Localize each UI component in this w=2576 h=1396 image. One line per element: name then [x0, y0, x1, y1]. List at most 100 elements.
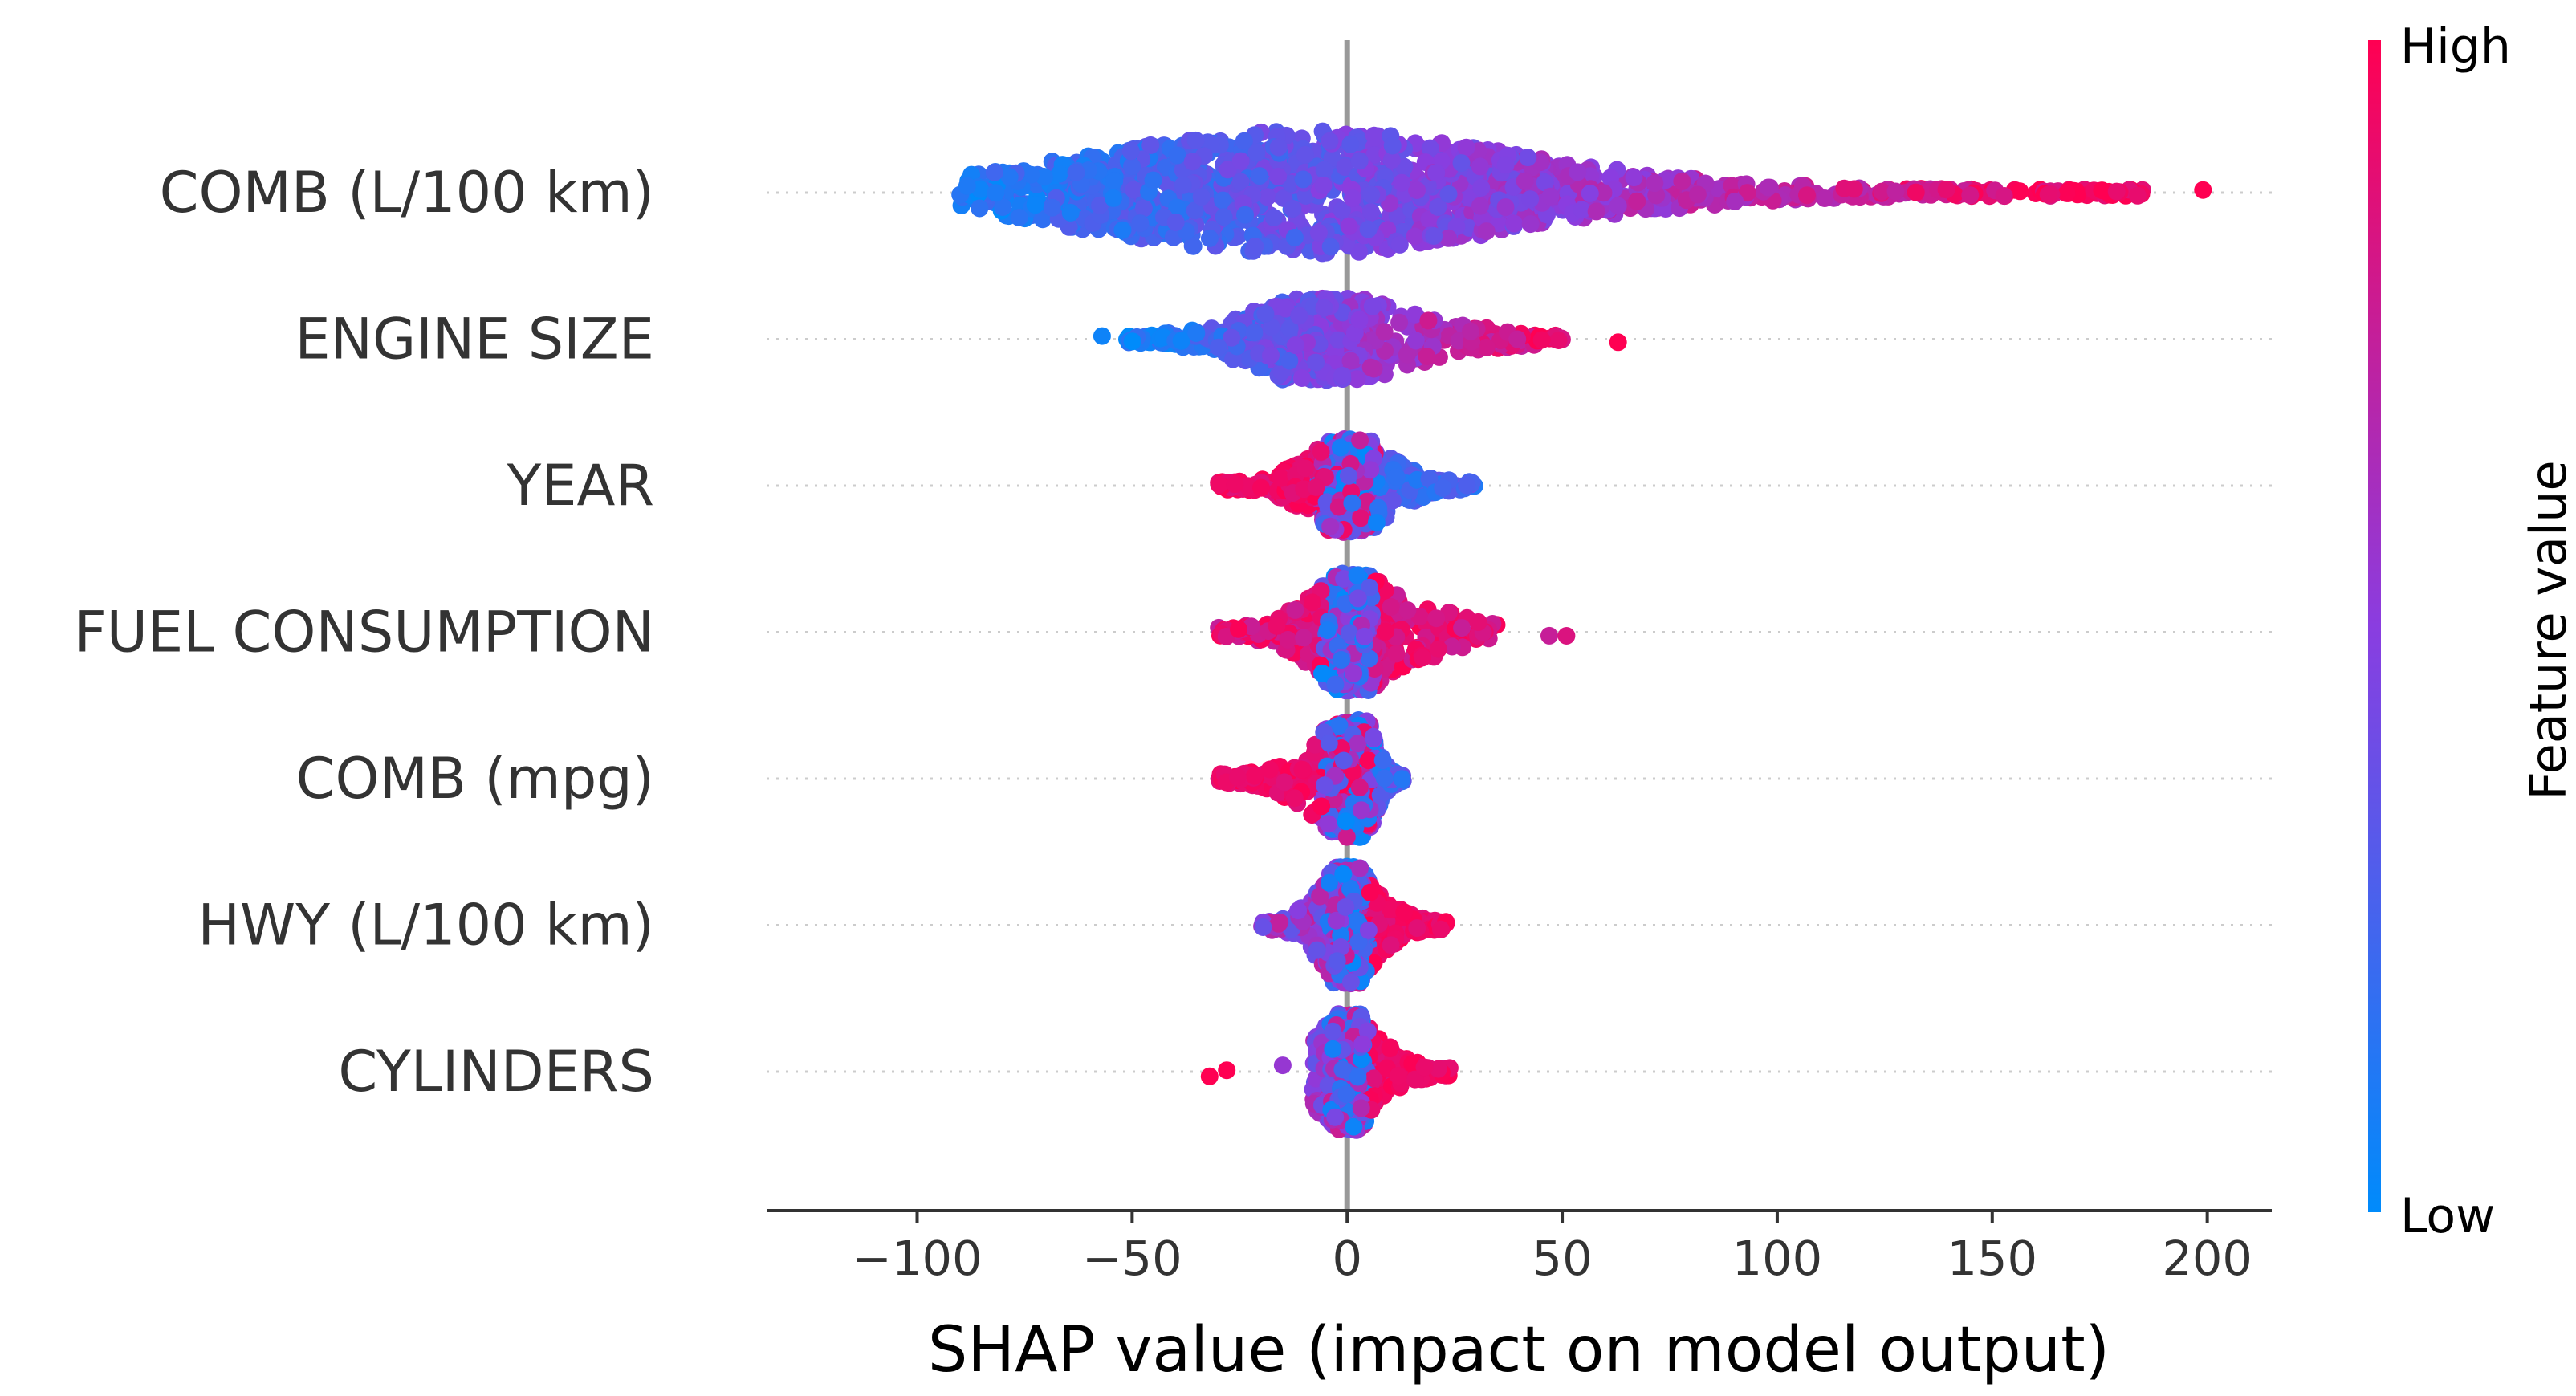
data-point: [1327, 911, 1345, 930]
data-point: [1293, 760, 1312, 779]
data-point: [1332, 938, 1350, 956]
data-point: [1352, 801, 1370, 820]
data-point: [1050, 165, 1068, 183]
data-point: [1276, 773, 1294, 792]
data-point: [2011, 182, 2029, 201]
data-point: [1337, 828, 1356, 846]
data-point: [1256, 304, 1275, 323]
data-point: [1387, 645, 1406, 663]
data-point: [1362, 185, 1381, 204]
data-point: [1313, 664, 1331, 682]
data-point: [1427, 164, 1446, 182]
data-point: [1359, 751, 1378, 770]
data-point: [1254, 918, 1272, 936]
data-point: [1268, 617, 1286, 635]
data-point: [1816, 189, 1834, 207]
data-point: [1010, 209, 1028, 226]
data-point: [1105, 172, 1124, 190]
data-point: [1343, 494, 1361, 512]
data-point: [1141, 136, 1160, 154]
data-point: [1382, 900, 1400, 918]
data-point: [1061, 203, 1080, 222]
data-point: [1320, 873, 1338, 892]
data-point: [1995, 187, 2013, 206]
data-point: [1398, 601, 1417, 620]
data-point: [1471, 157, 1489, 176]
data-point: [1408, 919, 1426, 938]
data-point: [1382, 598, 1400, 616]
data-point: [1477, 222, 1496, 241]
data-point: [1307, 353, 1325, 372]
data-point: [1144, 171, 1162, 189]
data-point: [1364, 727, 1382, 746]
data-point: [1306, 735, 1325, 754]
data-point: [1333, 201, 1351, 220]
data-point: [1331, 438, 1349, 457]
data-point: [1609, 197, 1627, 215]
data-point: [1340, 217, 1358, 235]
data-point: [1294, 170, 1312, 189]
data-point: [1427, 609, 1446, 628]
data-point: [2128, 186, 2147, 205]
data-point: [1738, 184, 1756, 202]
data-point: [1365, 126, 1383, 144]
data-point: [1625, 169, 1643, 187]
data-point: [1425, 227, 1443, 245]
data-point: [1271, 913, 1289, 931]
data-point: [1252, 478, 1270, 497]
data-point: [1383, 491, 1402, 510]
data-point: [1123, 332, 1141, 351]
data-point: [1209, 338, 1227, 356]
data-point: [2057, 184, 2076, 202]
data-point: [1336, 158, 1354, 177]
data-point: [1321, 517, 1340, 535]
data-point: [1549, 332, 1568, 349]
data-point: [1362, 202, 1380, 221]
data-point: [1235, 132, 1253, 150]
data-point: [1688, 185, 1707, 204]
data-point: [1264, 209, 1283, 226]
data-point: [1540, 626, 1558, 645]
data-point: [1453, 619, 1471, 637]
data-point: [1516, 172, 1534, 190]
data-point: [1351, 859, 1369, 877]
data-point: [1363, 297, 1382, 315]
data-point: [1246, 238, 1264, 256]
data-point: [1382, 151, 1401, 169]
data-point: [1186, 201, 1204, 220]
data-point: [1505, 214, 1524, 233]
data-point: [1361, 578, 1378, 596]
data-point: [1312, 797, 1331, 816]
data-point: [958, 177, 976, 195]
data-point: [1104, 189, 1122, 207]
data-point: [1349, 589, 1367, 608]
data-point: [1845, 180, 1863, 198]
data-point: [1250, 167, 1268, 185]
data-point: [1292, 369, 1311, 387]
data-point: [1219, 161, 1237, 179]
data-point: [1361, 358, 1380, 376]
data-point: [1429, 640, 1447, 658]
data-point: [1174, 176, 1192, 194]
data-point: [1420, 210, 1439, 229]
data-point: [1361, 883, 1379, 901]
data-point: [1431, 920, 1450, 938]
data-point: [1726, 192, 1744, 210]
data-point: [1886, 182, 1905, 201]
data-point: [1113, 221, 1132, 239]
data-point: [1183, 153, 1202, 171]
data-point: [985, 163, 1003, 181]
data-point: [1131, 214, 1150, 233]
data-point: [1223, 328, 1241, 347]
data-point: [1341, 352, 1360, 370]
data-point: [1035, 168, 1053, 186]
data-point: [1186, 131, 1205, 149]
data-point: [1406, 305, 1424, 324]
data-point: [1328, 952, 1346, 971]
data-point: [1168, 146, 1186, 165]
data-point: [1457, 138, 1475, 157]
data-point: [1333, 366, 1352, 385]
data-point: [1420, 470, 1439, 488]
data-point: [1351, 431, 1369, 450]
data-point: [1573, 201, 1591, 219]
